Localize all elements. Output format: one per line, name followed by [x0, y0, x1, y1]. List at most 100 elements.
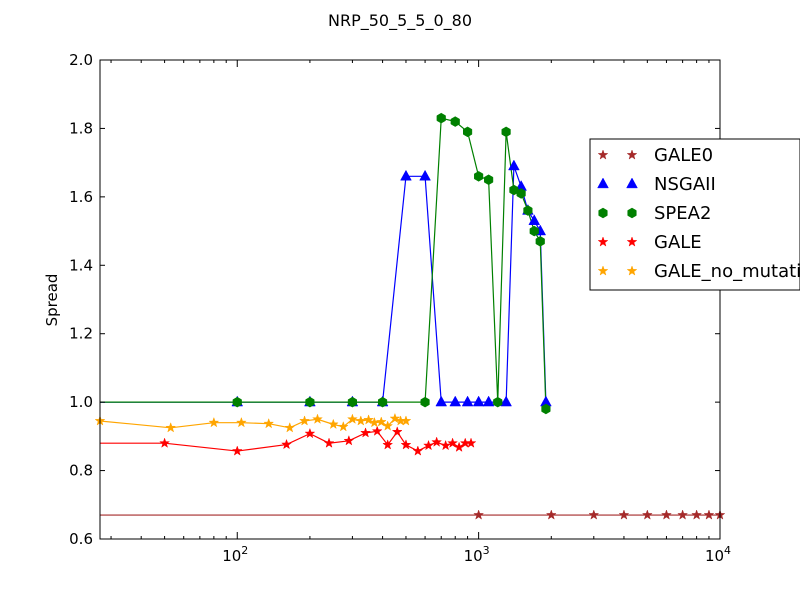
data-point: [299, 415, 311, 426]
series-line-3: [100, 430, 472, 452]
data-point: [641, 509, 653, 520]
data-point: [461, 395, 474, 407]
data-point: [232, 396, 242, 408]
data-point: [231, 445, 243, 456]
data-point: [493, 396, 503, 408]
data-point: [482, 395, 495, 407]
data-point: [463, 126, 473, 138]
legend-label: GALE_no_mutation: [654, 261, 800, 282]
data-point: [516, 188, 526, 199]
data-point: [360, 427, 372, 438]
data-point: [327, 418, 339, 430]
legend-marker: [626, 265, 638, 276]
data-point: [419, 169, 431, 181]
legend-marker: [597, 236, 609, 247]
x-axis: 102 103 104: [110, 60, 731, 565]
data-point: [472, 395, 485, 407]
data-point: [436, 112, 446, 124]
data-point: [208, 416, 220, 428]
data-point: [159, 437, 171, 448]
data-point: [677, 509, 689, 520]
data-point: [588, 509, 600, 520]
y-tick-label: 1.8: [69, 119, 93, 137]
data-point: [281, 438, 293, 450]
data-point: [371, 425, 383, 436]
data-point: [363, 414, 375, 425]
legend-label: SPEA2: [654, 203, 711, 224]
data-point: [377, 396, 388, 408]
series-line-1: [100, 165, 547, 403]
data-point: [523, 205, 533, 216]
series-line-2: [100, 117, 547, 410]
x-tick-label: 103: [464, 544, 490, 565]
y-tick-label: 0.8: [69, 462, 93, 480]
plot-area: [94, 112, 726, 520]
y-tick-label: 1.0: [69, 393, 93, 411]
data-point: [400, 415, 412, 426]
series-markers: [94, 112, 726, 520]
data-point: [337, 421, 349, 432]
data-point: [347, 396, 357, 408]
legend-label: NSGAII: [654, 174, 716, 195]
data-point: [703, 509, 715, 520]
data-point: [263, 417, 275, 429]
data-point: [375, 416, 387, 427]
data-point: [465, 437, 477, 448]
data-point: [535, 236, 545, 247]
legend-marker: [627, 207, 637, 219]
data-point: [235, 416, 247, 428]
legend-marker: [597, 149, 609, 160]
data-point: [660, 509, 672, 520]
y-tick-label: 0.6: [69, 530, 93, 548]
data-point: [501, 126, 511, 138]
y-tick-label: 2.0: [69, 51, 93, 69]
y-tick-label: 1.6: [69, 188, 93, 206]
data-point: [545, 509, 557, 520]
x-tick-label: 102: [222, 544, 248, 565]
data-point: [618, 509, 630, 520]
legend-marker: [598, 207, 608, 219]
legend-box: [589, 138, 800, 291]
legend-marker: [597, 265, 609, 276]
data-point: [447, 437, 459, 448]
data-point: [323, 437, 335, 448]
legend-marker: [626, 149, 638, 160]
data-point: [346, 413, 358, 424]
x-tick-label: 104: [705, 544, 731, 565]
data-point: [541, 403, 551, 415]
data-point: [474, 171, 484, 182]
data-point: [304, 427, 316, 439]
data-point: [450, 116, 460, 127]
data-point: [389, 412, 401, 424]
data-point: [528, 214, 541, 225]
legend-label: GALE0: [654, 145, 713, 166]
data-point: [473, 509, 485, 520]
y-axis: 0.6 0.8 1.0 1.2 1.4 1.6 1.8 2.0: [69, 51, 720, 548]
legend-label: GALE: [654, 232, 702, 253]
y-axis-label: Spread: [43, 274, 61, 327]
data-point: [423, 439, 434, 451]
data-point: [440, 439, 452, 451]
data-point: [382, 420, 394, 431]
data-point: [500, 395, 512, 407]
data-point: [382, 439, 394, 450]
data-point: [400, 439, 412, 450]
data-point: [435, 395, 448, 407]
data-point: [284, 422, 296, 433]
legend-marker: [626, 236, 638, 247]
data-point: [400, 169, 412, 181]
data-point: [420, 396, 430, 408]
y-tick-label: 1.2: [69, 325, 93, 343]
data-point: [509, 184, 519, 196]
data-point: [412, 445, 424, 456]
plot-frame: [99, 59, 721, 540]
legend: GALE0 NSGAII SPEA2 GALE GALE_no_mutation: [589, 138, 800, 291]
data-point: [529, 225, 539, 237]
data-point: [343, 435, 355, 446]
data-point: [431, 436, 443, 447]
y-tick-label: 1.4: [69, 256, 93, 274]
legend-marker: [626, 177, 638, 189]
data-point: [508, 159, 520, 171]
data-point: [355, 415, 367, 426]
